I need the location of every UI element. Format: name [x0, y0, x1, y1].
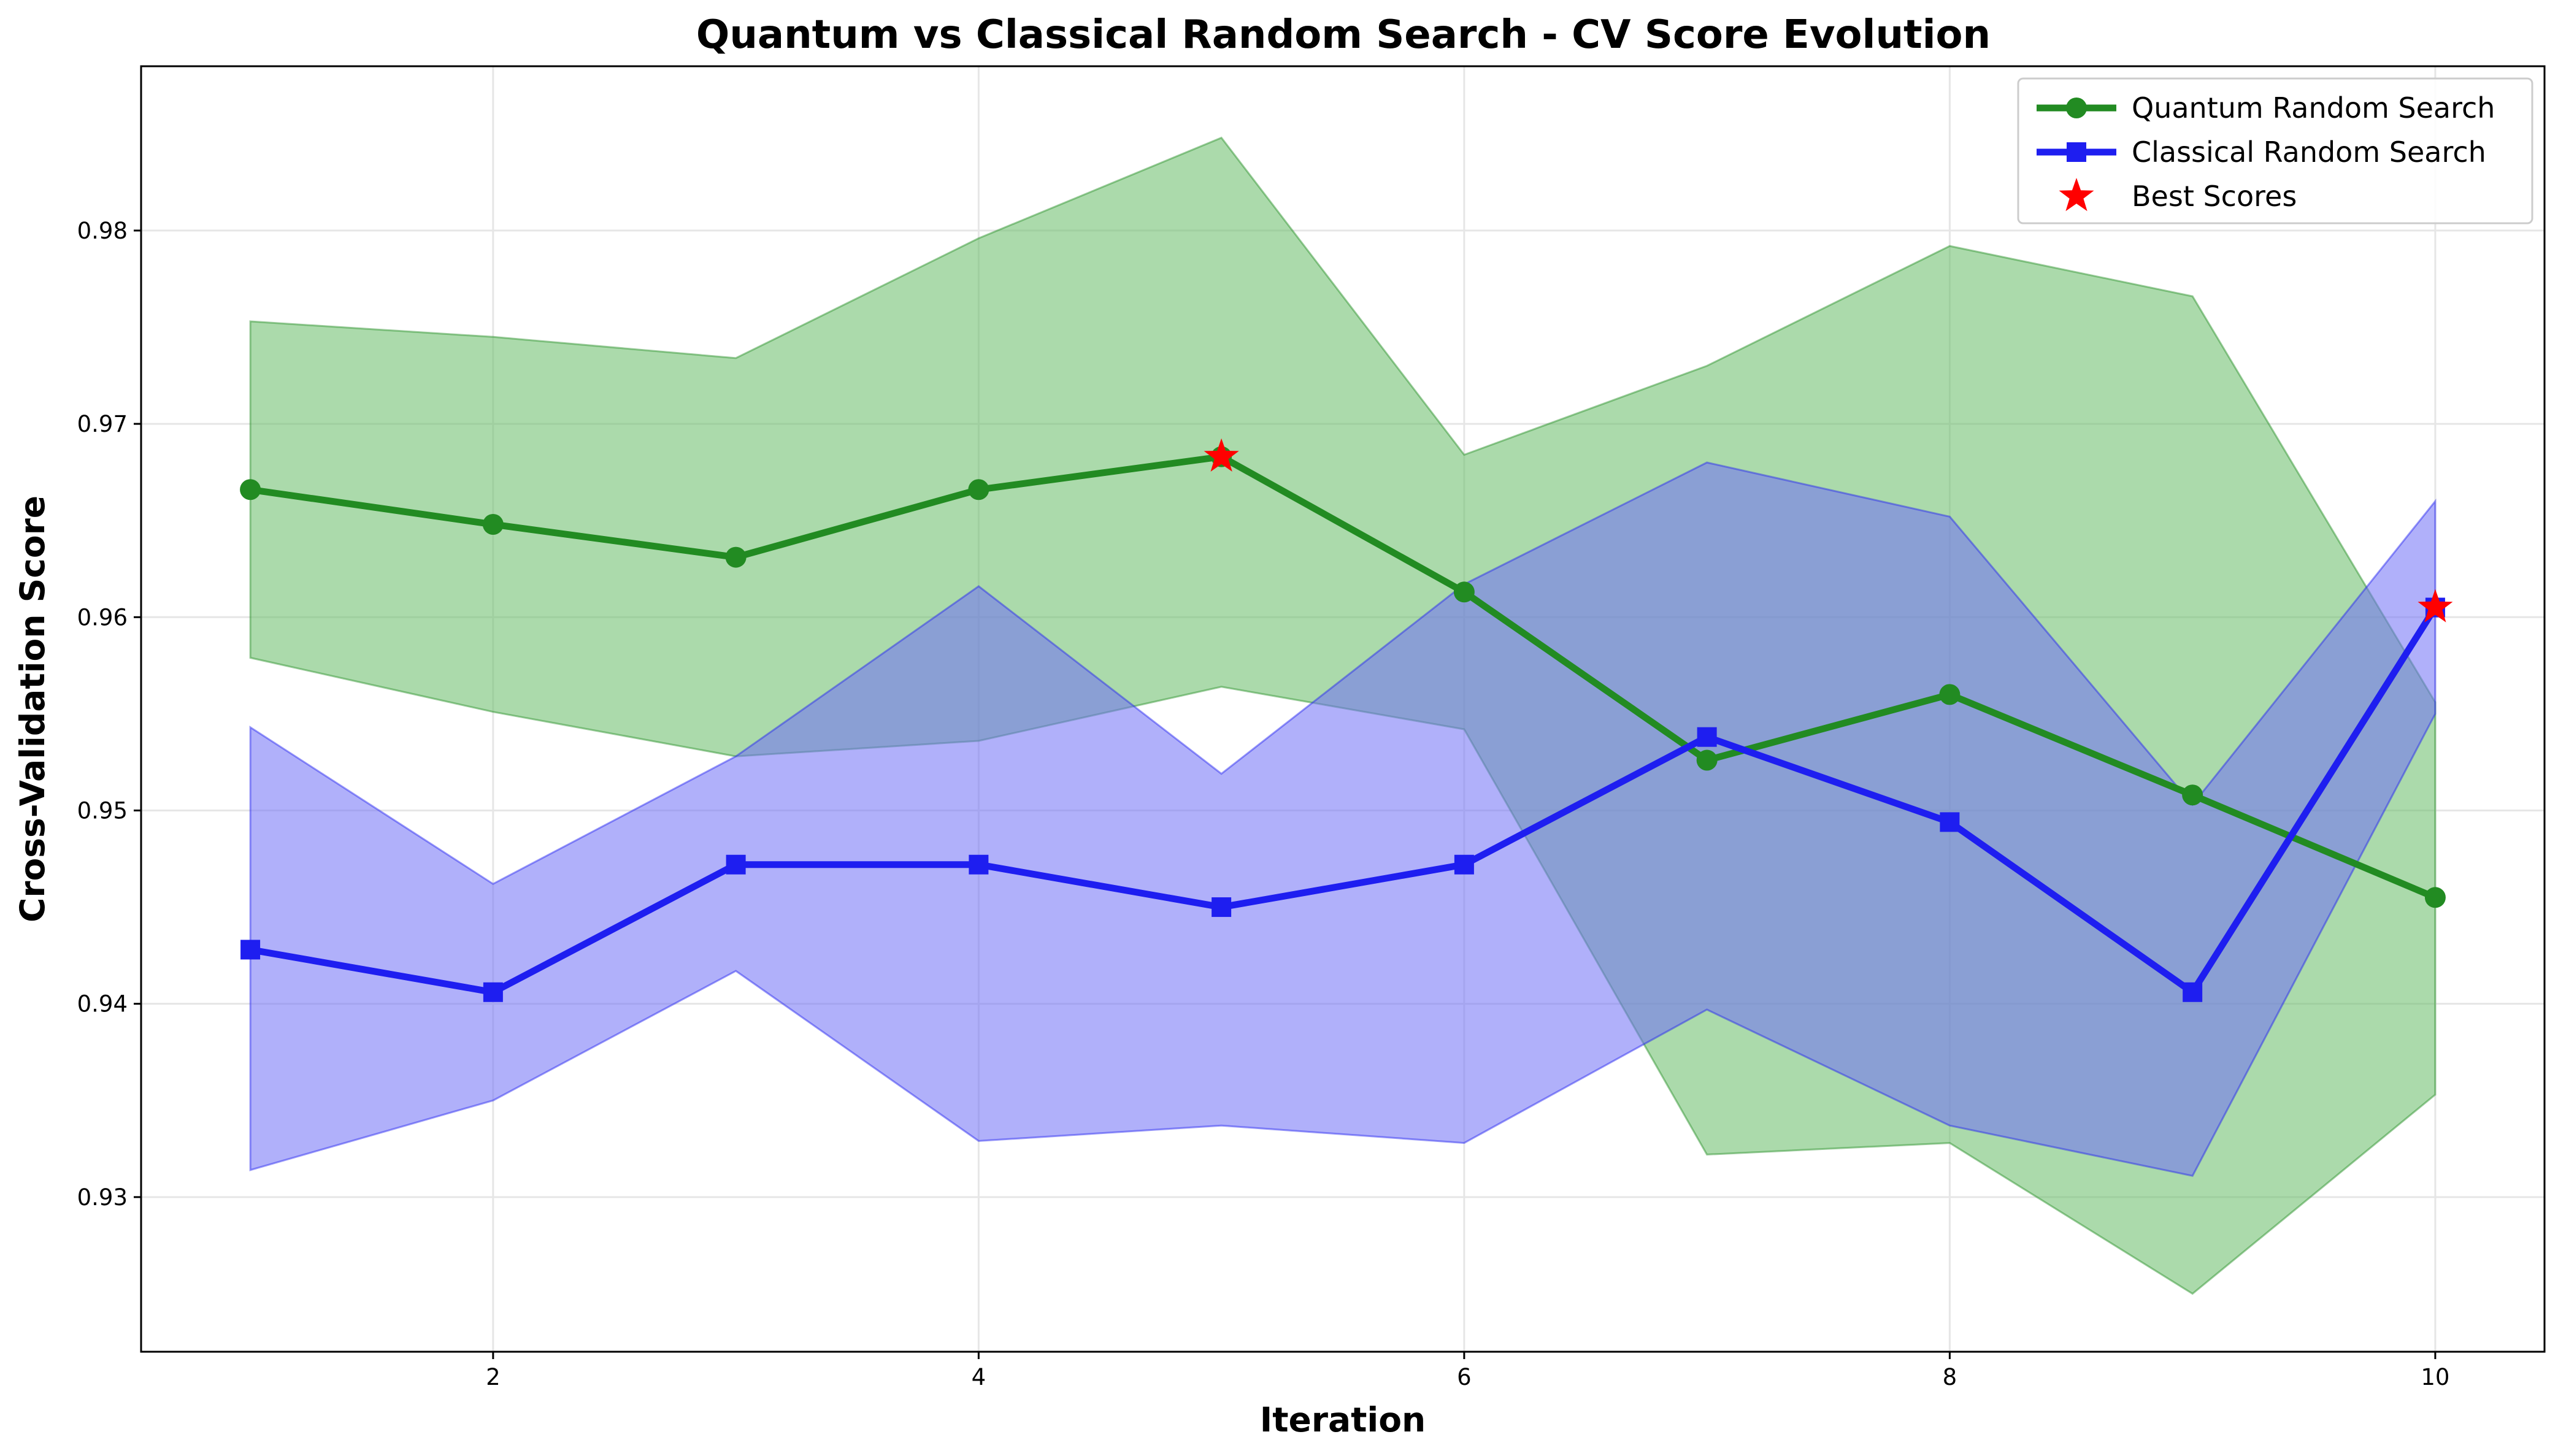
y-tick-label: 0.94	[77, 991, 128, 1017]
classical-data-point	[969, 854, 989, 875]
best-score-star	[1204, 438, 1239, 472]
classical-data-point	[726, 854, 746, 875]
y-tick-label: 0.95	[77, 797, 128, 824]
legend: Quantum Random Search Classical Random Se…	[2017, 77, 2533, 224]
quantum-data-point	[2424, 887, 2446, 908]
quantum-legend-label: Quantum Random Search	[2132, 91, 2495, 125]
x-tick-label: 10	[2421, 1364, 2449, 1390]
classical-data-point	[2183, 982, 2203, 1002]
classical-data-point	[483, 982, 503, 1002]
y-tick-label: 0.93	[77, 1184, 128, 1211]
quantum-data-point	[482, 513, 504, 535]
classical-data-point	[1697, 727, 1717, 747]
x-tick-label: 6	[1457, 1364, 1472, 1390]
y-tick-label: 0.96	[77, 604, 128, 630]
classical-data-point	[240, 940, 261, 960]
plot-frame	[140, 65, 2546, 1353]
y-axis-label: Cross-Validation Score	[13, 496, 52, 922]
confidence-bands	[249, 136, 2437, 1295]
classical-series-line	[250, 605, 2438, 996]
series-lines	[250, 453, 2438, 996]
x-tick-label: 4	[972, 1364, 986, 1390]
classical-data-point	[1454, 854, 1474, 875]
x-axis-label: Iteration	[1260, 1400, 1426, 1439]
classical-data-point	[1940, 812, 1960, 832]
classical-data-point	[1212, 897, 1232, 918]
quantum-data-point	[2182, 784, 2203, 806]
chart-title: Quantum vs Classical Random Search - CV …	[696, 12, 1991, 58]
series-markers	[240, 446, 2446, 1002]
best-scores-legend-marker	[2059, 178, 2094, 212]
quantum-data-point	[1939, 684, 1961, 705]
quantum-data-point	[1696, 749, 1718, 771]
quantum-legend-marker	[2066, 98, 2087, 118]
axis-ticks: 2 4 6 8 10 0.93 0.94 0.95 0.96 0.97 0.98	[77, 218, 2450, 1390]
x-tick-label: 8	[1943, 1364, 1957, 1390]
quantum-data-point	[240, 479, 261, 500]
classical-legend-label: Classical Random Search	[2132, 136, 2486, 169]
quantum-data-point	[1453, 581, 1475, 603]
best-scores-legend-label: Best Scores	[2132, 180, 2297, 213]
x-tick-label: 2	[486, 1364, 501, 1390]
classical-confidence-band	[249, 461, 2437, 1177]
best-score-star	[2418, 589, 2453, 623]
classical-legend-marker	[2067, 142, 2086, 162]
quantum-series-line	[250, 453, 2437, 901]
quantum-data-point	[968, 479, 989, 500]
quantum-data-point	[725, 546, 747, 568]
y-tick-label: 0.98	[77, 218, 128, 244]
y-tick-label: 0.97	[77, 411, 128, 437]
legend-box	[2017, 77, 2533, 224]
best-score-markers	[1204, 438, 2453, 623]
